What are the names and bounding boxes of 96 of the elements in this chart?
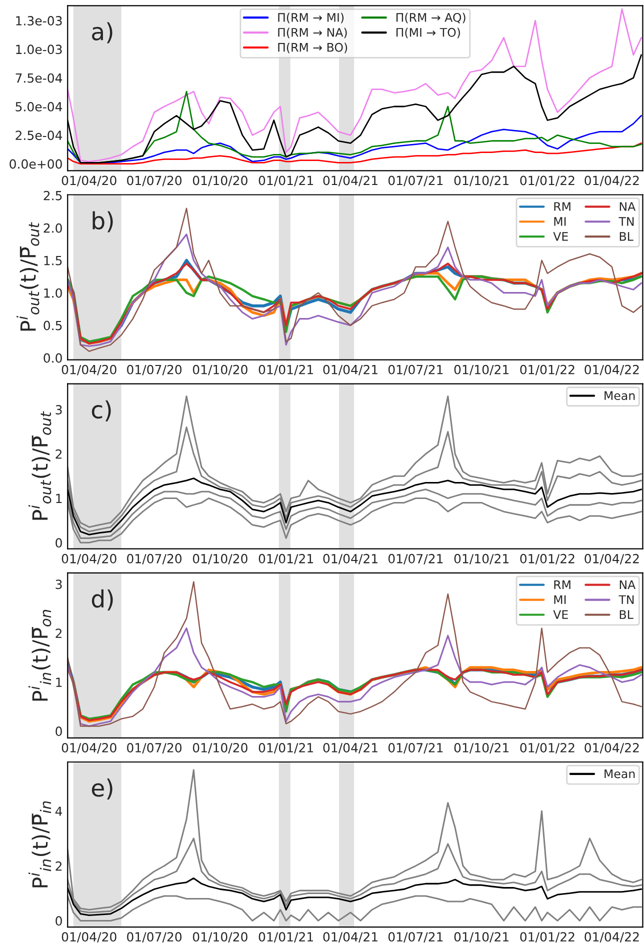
x-tick-label: 01/10/21 [454, 176, 508, 186]
x-tick-label: 01/04/20 [62, 554, 116, 564]
x-tick-label: 01/07/21 [388, 364, 443, 376]
x-tick-label: 01/04/22 [584, 554, 639, 564]
y-tick-label: 1 [56, 678, 62, 687]
x-tick-label: 01/07/21 [388, 554, 443, 564]
legend-label: VE [553, 232, 568, 241]
legend-label: TN [618, 595, 634, 604]
y-tick-label: 1.3e-03 [16, 16, 62, 26]
x-tick-label: 01/07/20 [127, 932, 182, 943]
y-tick-label: 0 [56, 538, 62, 548]
y-tick-label: 0 [56, 726, 62, 736]
x-tick-label: 01/01/21 [258, 364, 313, 376]
legend-label: Π(MI → TO) [396, 28, 460, 38]
x-tick-label: 01/04/20 [62, 364, 116, 376]
legend-label: NA [620, 202, 636, 211]
legend-label: Mean [604, 391, 635, 400]
x-tick-label: 01/10/20 [192, 554, 248, 564]
x-tick-label: 01/01/22 [520, 932, 574, 943]
annotation: b) [92, 211, 113, 232]
y-tick-label: 0.0 [44, 353, 62, 363]
y-tick-label: 3 [56, 580, 62, 590]
x-tick-label: 01/01/22 [520, 364, 574, 376]
x-tick-label: 01/04/22 [584, 364, 639, 376]
legend-label: TN [618, 217, 634, 226]
x-tick-label: 01/10/20 [192, 932, 248, 943]
x-tick-label: 01/04/21 [323, 176, 378, 186]
y-tick-label: 1 [56, 494, 62, 504]
y-tick-label: 1.5 [44, 256, 62, 266]
legend-label: VE [553, 610, 568, 619]
y-tick-label: 2.0 [44, 223, 62, 233]
x-tick-label: 01/10/20 [192, 364, 248, 376]
y-axis-title: P$^{i}$$_{out}$(t)/P̅$_{out}$ [28, 411, 52, 520]
annotation: d) [92, 589, 113, 610]
y-tick-label: 2.5 [44, 190, 62, 200]
y-tick-label: 1.0 [44, 288, 62, 298]
x-tick-label: 01/07/20 [127, 554, 182, 564]
x-tick-label: 01/10/20 [192, 743, 248, 754]
legend-label: Π(RM → AQ) [396, 12, 466, 24]
x-tick-label: 01/07/20 [127, 364, 182, 376]
legend-label: MI [554, 595, 566, 604]
x-tick-label: 01/04/20 [62, 743, 116, 754]
legend-label: Π(RM → MI) [278, 12, 344, 24]
x-tick-label: 01/10/21 [454, 364, 508, 376]
x-tick-label: 01/01/21 [258, 554, 313, 564]
x-tick-label: 01/04/22 [584, 743, 639, 754]
y-axis-title: P$^{i}$$_{in}$(t)/P̅$_{in}$ [28, 801, 52, 888]
y-axis-title: P$^{i}$$_{in}$(t)/P̅$_{on}$ [28, 610, 52, 701]
annotation: e) [92, 778, 112, 800]
y-tick-label: 5.0e-04 [16, 102, 62, 112]
x-tick-label: 01/04/21 [323, 554, 378, 564]
y-tick-label: 2 [56, 628, 62, 638]
x-tick-label: 01/04/21 [323, 743, 378, 754]
x-tick-label: 01/10/21 [454, 554, 508, 564]
y-tick-label: 3 [56, 405, 62, 414]
x-tick-label: 01/04/22 [584, 176, 639, 186]
x-tick-label: 01/07/21 [388, 743, 443, 754]
x-tick-label: 01/07/21 [388, 176, 443, 186]
x-tick-label: 01/01/21 [258, 743, 313, 754]
x-tick-label: 01/10/21 [454, 743, 508, 754]
y-tick-label: 1.0e-03 [16, 44, 62, 54]
legend-label: RM [554, 580, 570, 589]
x-tick-label: 01/10/20 [192, 176, 248, 186]
y-tick-label: 0 [56, 916, 62, 926]
x-tick-label: 01/04/20 [62, 932, 116, 943]
annotation: c) [92, 400, 111, 422]
legend-label: RM [554, 202, 570, 211]
legend-label: Π(RM → NA) [278, 28, 347, 38]
legend-label: Π(RM → BO) [278, 42, 348, 54]
y-tick-label: 2 [56, 449, 62, 459]
legend-label: MI [554, 217, 566, 226]
x-tick-label: 01/01/21 [258, 176, 313, 186]
y-tick-label: 2 [56, 861, 62, 871]
legend-label: BL [620, 232, 634, 241]
x-tick-label: 01/01/22 [520, 743, 574, 754]
y-tick-label: 7.5e-04 [16, 73, 62, 83]
y-tick-label: 2.5e-04 [16, 130, 62, 140]
x-tick-label: 01/07/20 [127, 743, 182, 754]
annotation: a) [92, 22, 112, 44]
y-tick-label: 4 [55, 806, 62, 816]
x-tick-label: 01/10/21 [454, 932, 508, 943]
x-tick-label: 01/04/20 [62, 176, 116, 186]
y-tick-label: 0.0e+00 [10, 159, 62, 169]
x-tick-label: 01/04/21 [323, 932, 378, 943]
y-axis-title: P$^{i}$$_{out}$(t)/P̅$_{out}$ [16, 222, 40, 331]
x-tick-label: 01/01/22 [520, 554, 574, 564]
x-tick-label: 01/01/22 [520, 176, 574, 186]
x-tick-label: 01/04/22 [584, 932, 639, 943]
x-tick-label: 01/04/21 [323, 364, 378, 376]
x-tick-label: 01/07/20 [127, 176, 182, 186]
y-tick-label: 0.5 [44, 320, 62, 330]
x-tick-label: 01/07/21 [388, 932, 443, 943]
x-tick-label: 01/01/21 [258, 932, 313, 943]
legend-label: NA [620, 580, 636, 589]
legend-label: BL [620, 610, 634, 619]
legend-label: Mean [604, 769, 635, 778]
